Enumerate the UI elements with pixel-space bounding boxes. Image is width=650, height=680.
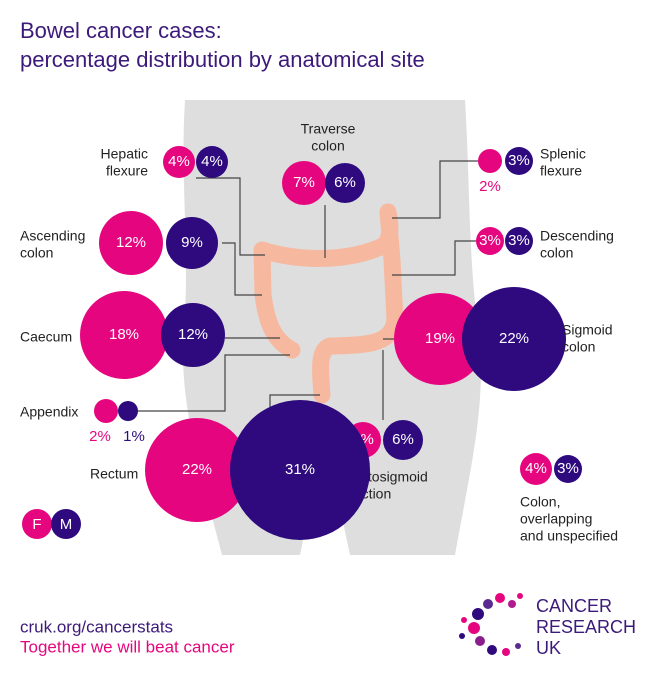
site-label: colon	[562, 339, 595, 355]
bubble	[462, 287, 566, 391]
bubble	[196, 146, 228, 178]
site-label: colon	[20, 245, 53, 261]
value-label: 1%	[123, 428, 145, 445]
bubble	[99, 211, 163, 275]
bubble	[230, 400, 370, 540]
logo-mark	[459, 593, 523, 656]
leader-lines	[138, 160, 478, 420]
footer-link: cruk.org/cancerstats	[20, 617, 173, 636]
value-label: 4%	[168, 153, 190, 170]
bubble	[520, 453, 552, 485]
site-label: Splenic	[540, 146, 586, 162]
value-label: 19%	[425, 330, 455, 347]
value-label: 3%	[508, 152, 530, 169]
value-label: 7%	[293, 174, 315, 191]
bubble	[554, 455, 582, 483]
site-label: and unspecified	[520, 528, 618, 544]
site-label: Caecum	[20, 329, 72, 345]
bubble	[163, 146, 195, 178]
site-label: Descending	[540, 228, 614, 244]
bubble	[118, 401, 138, 421]
bubble	[94, 399, 118, 423]
site-label: flexure	[540, 163, 582, 179]
site-label: Sigmoid	[562, 322, 613, 338]
site-label: flexure	[106, 163, 148, 179]
bubble	[325, 163, 365, 203]
legend-swatch	[22, 509, 52, 539]
site-label: overlapping	[520, 511, 592, 527]
bubble	[161, 303, 225, 367]
bubble	[80, 291, 168, 379]
bubble	[166, 217, 218, 269]
value-label: 12%	[116, 234, 146, 251]
value-label: 22%	[499, 330, 529, 347]
legend-swatch	[51, 509, 81, 539]
bubble	[478, 149, 502, 173]
site-label: colon	[311, 138, 344, 154]
bubble	[505, 227, 533, 255]
value-label: 18%	[109, 326, 139, 343]
site-label: Appendix	[20, 404, 78, 420]
value-label: 3%	[508, 232, 530, 249]
bubble	[505, 147, 533, 175]
bubble	[383, 420, 423, 460]
site-label: colon	[540, 245, 573, 261]
site-label: Colon,	[520, 494, 560, 510]
value-label: 12%	[178, 326, 208, 343]
bubble	[476, 227, 504, 255]
value-label: 9%	[181, 234, 203, 251]
value-label: 22%	[182, 461, 212, 478]
bubble	[145, 418, 249, 522]
value-label: 2%	[479, 178, 501, 195]
bubble	[394, 293, 486, 385]
site-label: Rectum	[90, 466, 138, 482]
value-label: 4%	[201, 153, 223, 170]
legend-label: F	[32, 516, 41, 533]
site-label: Hepatic	[101, 146, 148, 162]
colon	[253, 203, 404, 404]
bubble	[282, 161, 326, 205]
title-line: percentage distribution by anatomical si…	[20, 47, 425, 72]
footer-tagline: Together we will beat cancer	[20, 637, 235, 656]
value-label: 3%	[479, 232, 501, 249]
logo-text: UK	[536, 638, 561, 658]
value-label: 3%	[557, 460, 579, 477]
value-label: 6%	[392, 431, 414, 448]
value-label: 31%	[285, 461, 315, 478]
value-label: 6%	[334, 174, 356, 191]
logo-text: RESEARCH	[536, 617, 636, 637]
legend-label: M	[60, 516, 73, 533]
logo-text: CANCER	[536, 596, 612, 616]
site-label: Ascending	[20, 228, 85, 244]
title-line: Bowel cancer cases:	[20, 18, 222, 43]
value-label: 2%	[89, 428, 111, 445]
site-label: Traverse	[301, 121, 356, 137]
value-label: 4%	[525, 460, 547, 477]
